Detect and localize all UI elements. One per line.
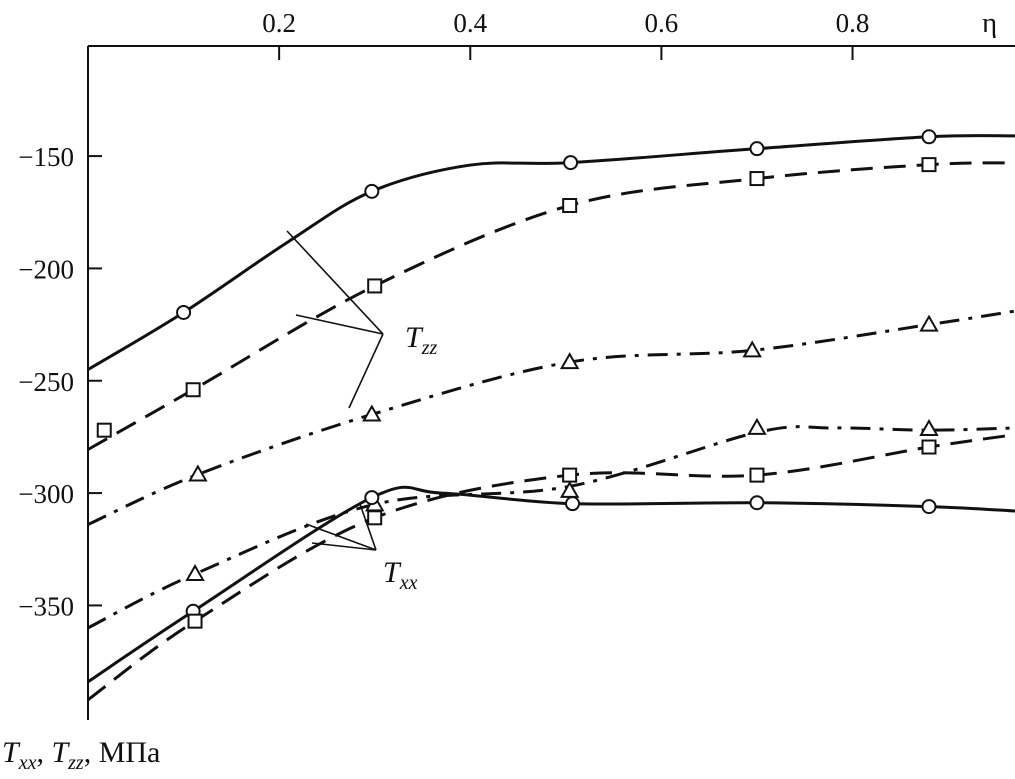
data-point-triangle: [362, 404, 382, 422]
data-point-triangle: [747, 417, 767, 435]
y-axis-label: Txx, Tzz, МПа: [2, 736, 160, 774]
x-tick-label: 0.6: [645, 8, 679, 38]
series-layer: [87, 129, 1015, 701]
callout-line: [348, 333, 384, 409]
data-point-triangle: [919, 419, 939, 437]
data-point-square: [749, 467, 765, 483]
annotation-txx: Txx: [383, 556, 418, 594]
data-point-circle: [749, 141, 765, 157]
data-point-circle: [749, 495, 765, 511]
data-point-square: [921, 157, 937, 173]
x-tick-label: 0.4: [453, 8, 487, 38]
data-point-square: [562, 467, 578, 483]
y-tick-label: −200: [18, 254, 74, 284]
series-line: [87, 134, 1015, 371]
data-point-circle: [176, 304, 192, 320]
data-point-square: [96, 422, 112, 438]
data-point-circle: [364, 183, 380, 199]
callout-line: [311, 542, 377, 551]
data-point-square: [562, 198, 578, 214]
callout-line: [286, 230, 384, 335]
callout-line: [305, 523, 377, 551]
y-tick-label: −250: [18, 367, 74, 397]
data-point-square: [921, 439, 937, 455]
y-tick-label: −300: [18, 479, 74, 509]
series-line: [87, 309, 1015, 526]
callout-line: [295, 314, 384, 335]
x-axis-label: η: [982, 7, 997, 39]
series-line: [87, 425, 1015, 630]
callout-line: [359, 503, 377, 551]
data-point-triangle: [559, 352, 580, 370]
series-line: [87, 433, 1015, 701]
data-point-square: [367, 510, 383, 526]
x-tick-label: 0.2: [262, 8, 296, 38]
data-point-triangle: [742, 340, 762, 358]
series-line: [87, 485, 1015, 684]
data-point-circle: [563, 155, 579, 171]
data-point-triangle: [919, 314, 939, 332]
data-point-square: [367, 278, 383, 294]
data-point-circle: [921, 129, 937, 145]
data-point-circle: [565, 496, 581, 512]
data-point-triangle: [188, 464, 208, 482]
y-tick-label: −350: [18, 591, 74, 621]
axes: 0.2 0.4 0.6 0.8 −150 −200 −250 −300 −350: [18, 8, 1015, 720]
series-line: [87, 161, 1015, 451]
x-tick-label: 0.8: [836, 8, 870, 38]
data-point-circle: [364, 490, 380, 506]
callout-lines: [286, 230, 384, 551]
annotation-tzz: Tzz: [405, 321, 437, 359]
data-point-circle: [921, 499, 937, 515]
data-point-square: [185, 382, 201, 398]
data-point-square: [749, 171, 765, 187]
data-point-square: [187, 613, 203, 629]
data-point-triangle: [185, 563, 205, 581]
y-tick-label: −150: [18, 142, 74, 172]
